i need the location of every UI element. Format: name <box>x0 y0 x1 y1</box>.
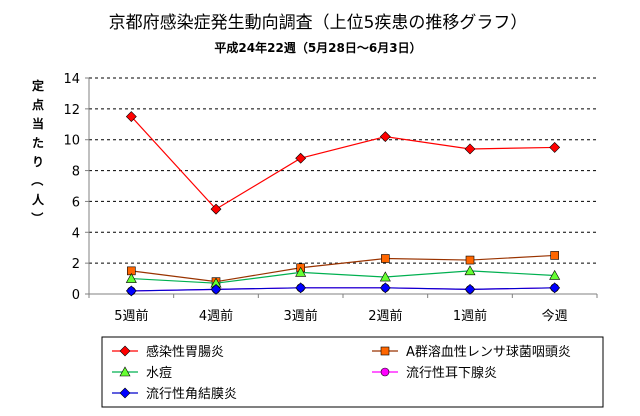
y-tick-label: 0 <box>72 288 80 303</box>
series-line <box>130 116 555 210</box>
series-point <box>550 251 559 260</box>
legend-box <box>101 336 604 408</box>
y-axis-label-char: り <box>32 155 44 169</box>
chart-subtitle: 平成24年22週（5月28日～6月3日） <box>214 40 421 55</box>
y-axis-label-char: 当 <box>32 116 44 131</box>
series-point <box>295 266 307 277</box>
x-tick-label: 2週前 <box>368 308 402 324</box>
series-point <box>549 142 561 153</box>
series-point <box>381 254 390 263</box>
legend-label: A群溶血性レンサ球菌咽頭炎 <box>406 345 571 360</box>
legend-swatch-marker <box>119 345 131 357</box>
series-point <box>379 271 391 282</box>
legend-label: 流行性耳下腺炎 <box>406 366 497 381</box>
legend-swatch-marker <box>119 366 131 377</box>
series-point <box>295 152 307 164</box>
y-tick-label: 2 <box>72 257 80 272</box>
legend-swatch-marker <box>119 387 131 399</box>
x-tick-label: 3週前 <box>284 308 318 324</box>
y-ticks: 0 2 4 6 8 10 12 14 <box>63 72 89 303</box>
y-axis-label-char: （ <box>30 174 45 186</box>
series-point <box>125 272 137 283</box>
legend-label: 水痘 <box>146 366 172 381</box>
legend-label: 感染性胃腸炎 <box>146 344 224 360</box>
series-point <box>210 283 222 295</box>
series-point <box>379 131 391 143</box>
y-tick-label: 12 <box>63 103 80 118</box>
x-ticks: 5週前 4週前 3週前 2週前 1週前 今週 <box>88 294 598 324</box>
y-tick-label: 8 <box>72 165 80 180</box>
y-axis-label-char: ） <box>30 212 45 224</box>
series-point <box>295 282 307 294</box>
legend-swatch-marker <box>380 346 390 356</box>
y-axis-label-char: 人 <box>32 192 45 207</box>
y-tick-label: 10 <box>63 134 80 149</box>
series-point <box>549 282 561 294</box>
series-point <box>464 143 476 155</box>
series-point <box>464 283 476 295</box>
x-tick-label: 4週前 <box>199 308 233 324</box>
x-tick-label: 1週前 <box>453 308 487 324</box>
y-tick-label: 4 <box>72 226 80 241</box>
legend-label: 流行性角結膜炎 <box>146 387 237 402</box>
series-layer <box>125 111 561 297</box>
series-point <box>125 285 137 297</box>
series-point <box>210 203 222 215</box>
series-point <box>465 255 475 265</box>
y-tick-label: 6 <box>72 195 80 210</box>
y-axis-label-char: 定 <box>32 78 44 93</box>
legend-swatch-marker <box>380 367 390 377</box>
series-point <box>549 269 561 280</box>
x-tick-label: 5週前 <box>114 308 148 324</box>
grid-lines <box>88 77 597 295</box>
series-line <box>131 254 555 283</box>
x-tick-label: 今週 <box>542 308 568 324</box>
series-point <box>464 265 476 276</box>
series-point <box>125 111 137 122</box>
chart-title: 京都府感染症発生動向調査（上位5疾患の推移グラフ） <box>109 13 528 33</box>
y-tick-label: 14 <box>63 72 80 87</box>
y-axis-label-char: た <box>32 136 44 150</box>
series-line <box>131 287 555 292</box>
series-line <box>131 270 555 284</box>
y-axis-label-char: 点 <box>32 97 44 112</box>
series-point <box>379 282 391 294</box>
